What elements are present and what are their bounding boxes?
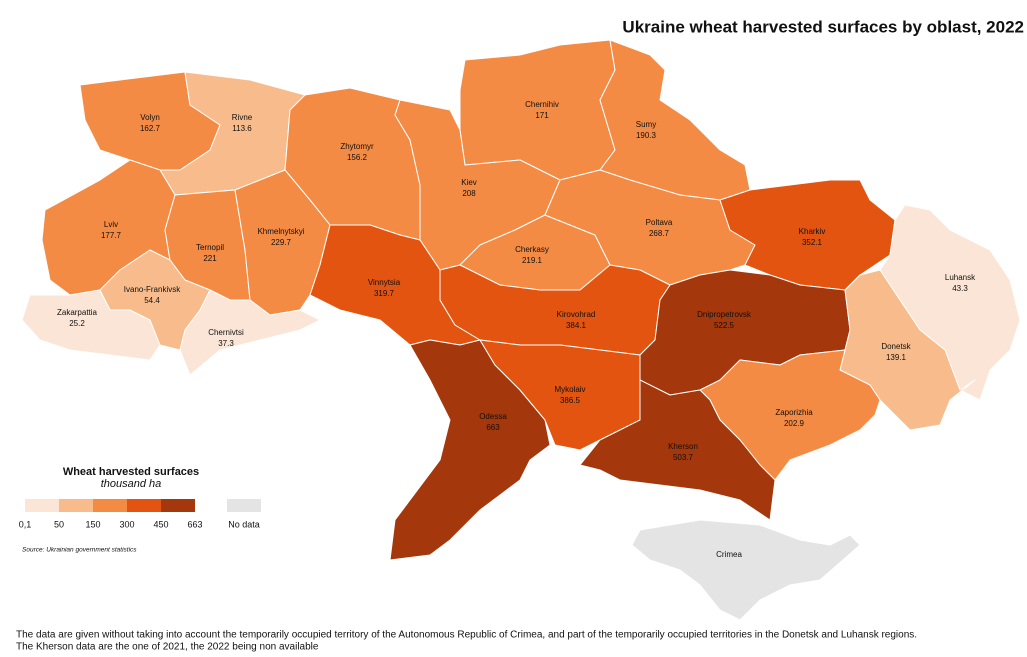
note: The data are given without taking into a… <box>16 630 917 641</box>
region-value: 208 <box>462 189 476 198</box>
region-name: Zakarpattia <box>57 308 98 317</box>
legend-break-label: 50 <box>54 519 64 529</box>
region-name: Ternopil <box>196 243 224 252</box>
region-value: 384.1 <box>566 321 587 330</box>
region-name: Lviv <box>104 220 118 229</box>
region-value: 503.7 <box>673 453 694 462</box>
region-name: Mykolaiv <box>554 385 585 394</box>
region-name: Crimea <box>716 550 742 559</box>
legend-swatch <box>59 499 93 512</box>
region-value: 202.9 <box>784 419 805 428</box>
region-name: Odessa <box>479 412 507 421</box>
legend-break-label: 150 <box>85 519 100 529</box>
region-value: 37.3 <box>218 339 234 348</box>
region-name: Rivne <box>232 113 253 122</box>
region-value: 54.4 <box>144 296 160 305</box>
region <box>459 39 616 181</box>
region-name: Luhansk <box>945 273 976 282</box>
map-title: Ukraine wheat harvested surfaces by obla… <box>622 17 1024 36</box>
region-value: 352.1 <box>802 238 823 247</box>
region-value: 221 <box>203 254 217 263</box>
region-name: Sumy <box>636 120 656 129</box>
region-value: 177.7 <box>101 231 122 240</box>
region-value: 522.5 <box>714 321 735 330</box>
region-name: Zaporizhia <box>775 408 813 417</box>
region <box>719 179 896 291</box>
region-name: Chernivtsi <box>208 328 244 337</box>
region-name: Cherkasy <box>515 245 549 254</box>
region-name: Dnipropetrovsk <box>697 310 752 319</box>
region-name: Vinnytsia <box>368 278 401 287</box>
region <box>179 289 321 376</box>
legend-subtitle: thousand ha <box>101 478 162 490</box>
region-name: Kherson <box>668 442 698 451</box>
region <box>599 39 751 201</box>
region-value: 386.5 <box>560 396 581 405</box>
legend-swatch <box>25 499 59 512</box>
region-name: Kiev <box>461 178 477 187</box>
legend-break-label: 450 <box>153 519 168 529</box>
region-value: 171 <box>535 111 549 120</box>
legend-swatch <box>127 499 161 512</box>
region-value: 43.3 <box>952 284 968 293</box>
region-value: 268.7 <box>649 229 670 238</box>
region-value: 113.6 <box>232 124 252 133</box>
legend-break-label: 300 <box>119 519 134 529</box>
legend-break-label: 663 <box>187 519 202 529</box>
region-value: 139.1 <box>886 353 907 362</box>
legend-title: Wheat harvested surfaces <box>63 466 199 478</box>
region-name: Chernihiv <box>525 100 559 109</box>
region-name: Zhytomyr <box>340 142 374 151</box>
region-name: Donetsk <box>881 342 911 351</box>
legend-swatch <box>93 499 127 512</box>
legend-no-data-swatch <box>227 499 261 512</box>
region-value: 663 <box>486 423 500 432</box>
no-data-label: No data <box>228 519 260 529</box>
region-value: 162.7 <box>140 124 161 133</box>
region <box>544 169 756 286</box>
region <box>631 519 861 621</box>
region-name: Kharkiv <box>799 227 826 236</box>
region-name: Khmelnytskyi <box>257 227 304 236</box>
region-value: 25.2 <box>69 319 85 328</box>
region-name: Volyn <box>140 113 160 122</box>
region-name: Poltava <box>646 218 673 227</box>
region-value: 190.3 <box>636 131 657 140</box>
note: The Kherson data are the one of 2021, th… <box>16 642 319 653</box>
region-value: 319.7 <box>374 289 395 298</box>
region-name: Ivano-Frankivsk <box>124 285 181 294</box>
region-value: 229.7 <box>271 238 292 247</box>
region-value: 156.2 <box>347 153 368 162</box>
region-value: 219.1 <box>522 256 543 265</box>
region <box>579 379 776 521</box>
region-name: Kirovohrad <box>557 310 596 319</box>
source: Source: Ukrainian government statistics <box>22 547 137 554</box>
legend-swatch <box>161 499 195 512</box>
legend-break-label: 0,1 <box>19 519 32 529</box>
